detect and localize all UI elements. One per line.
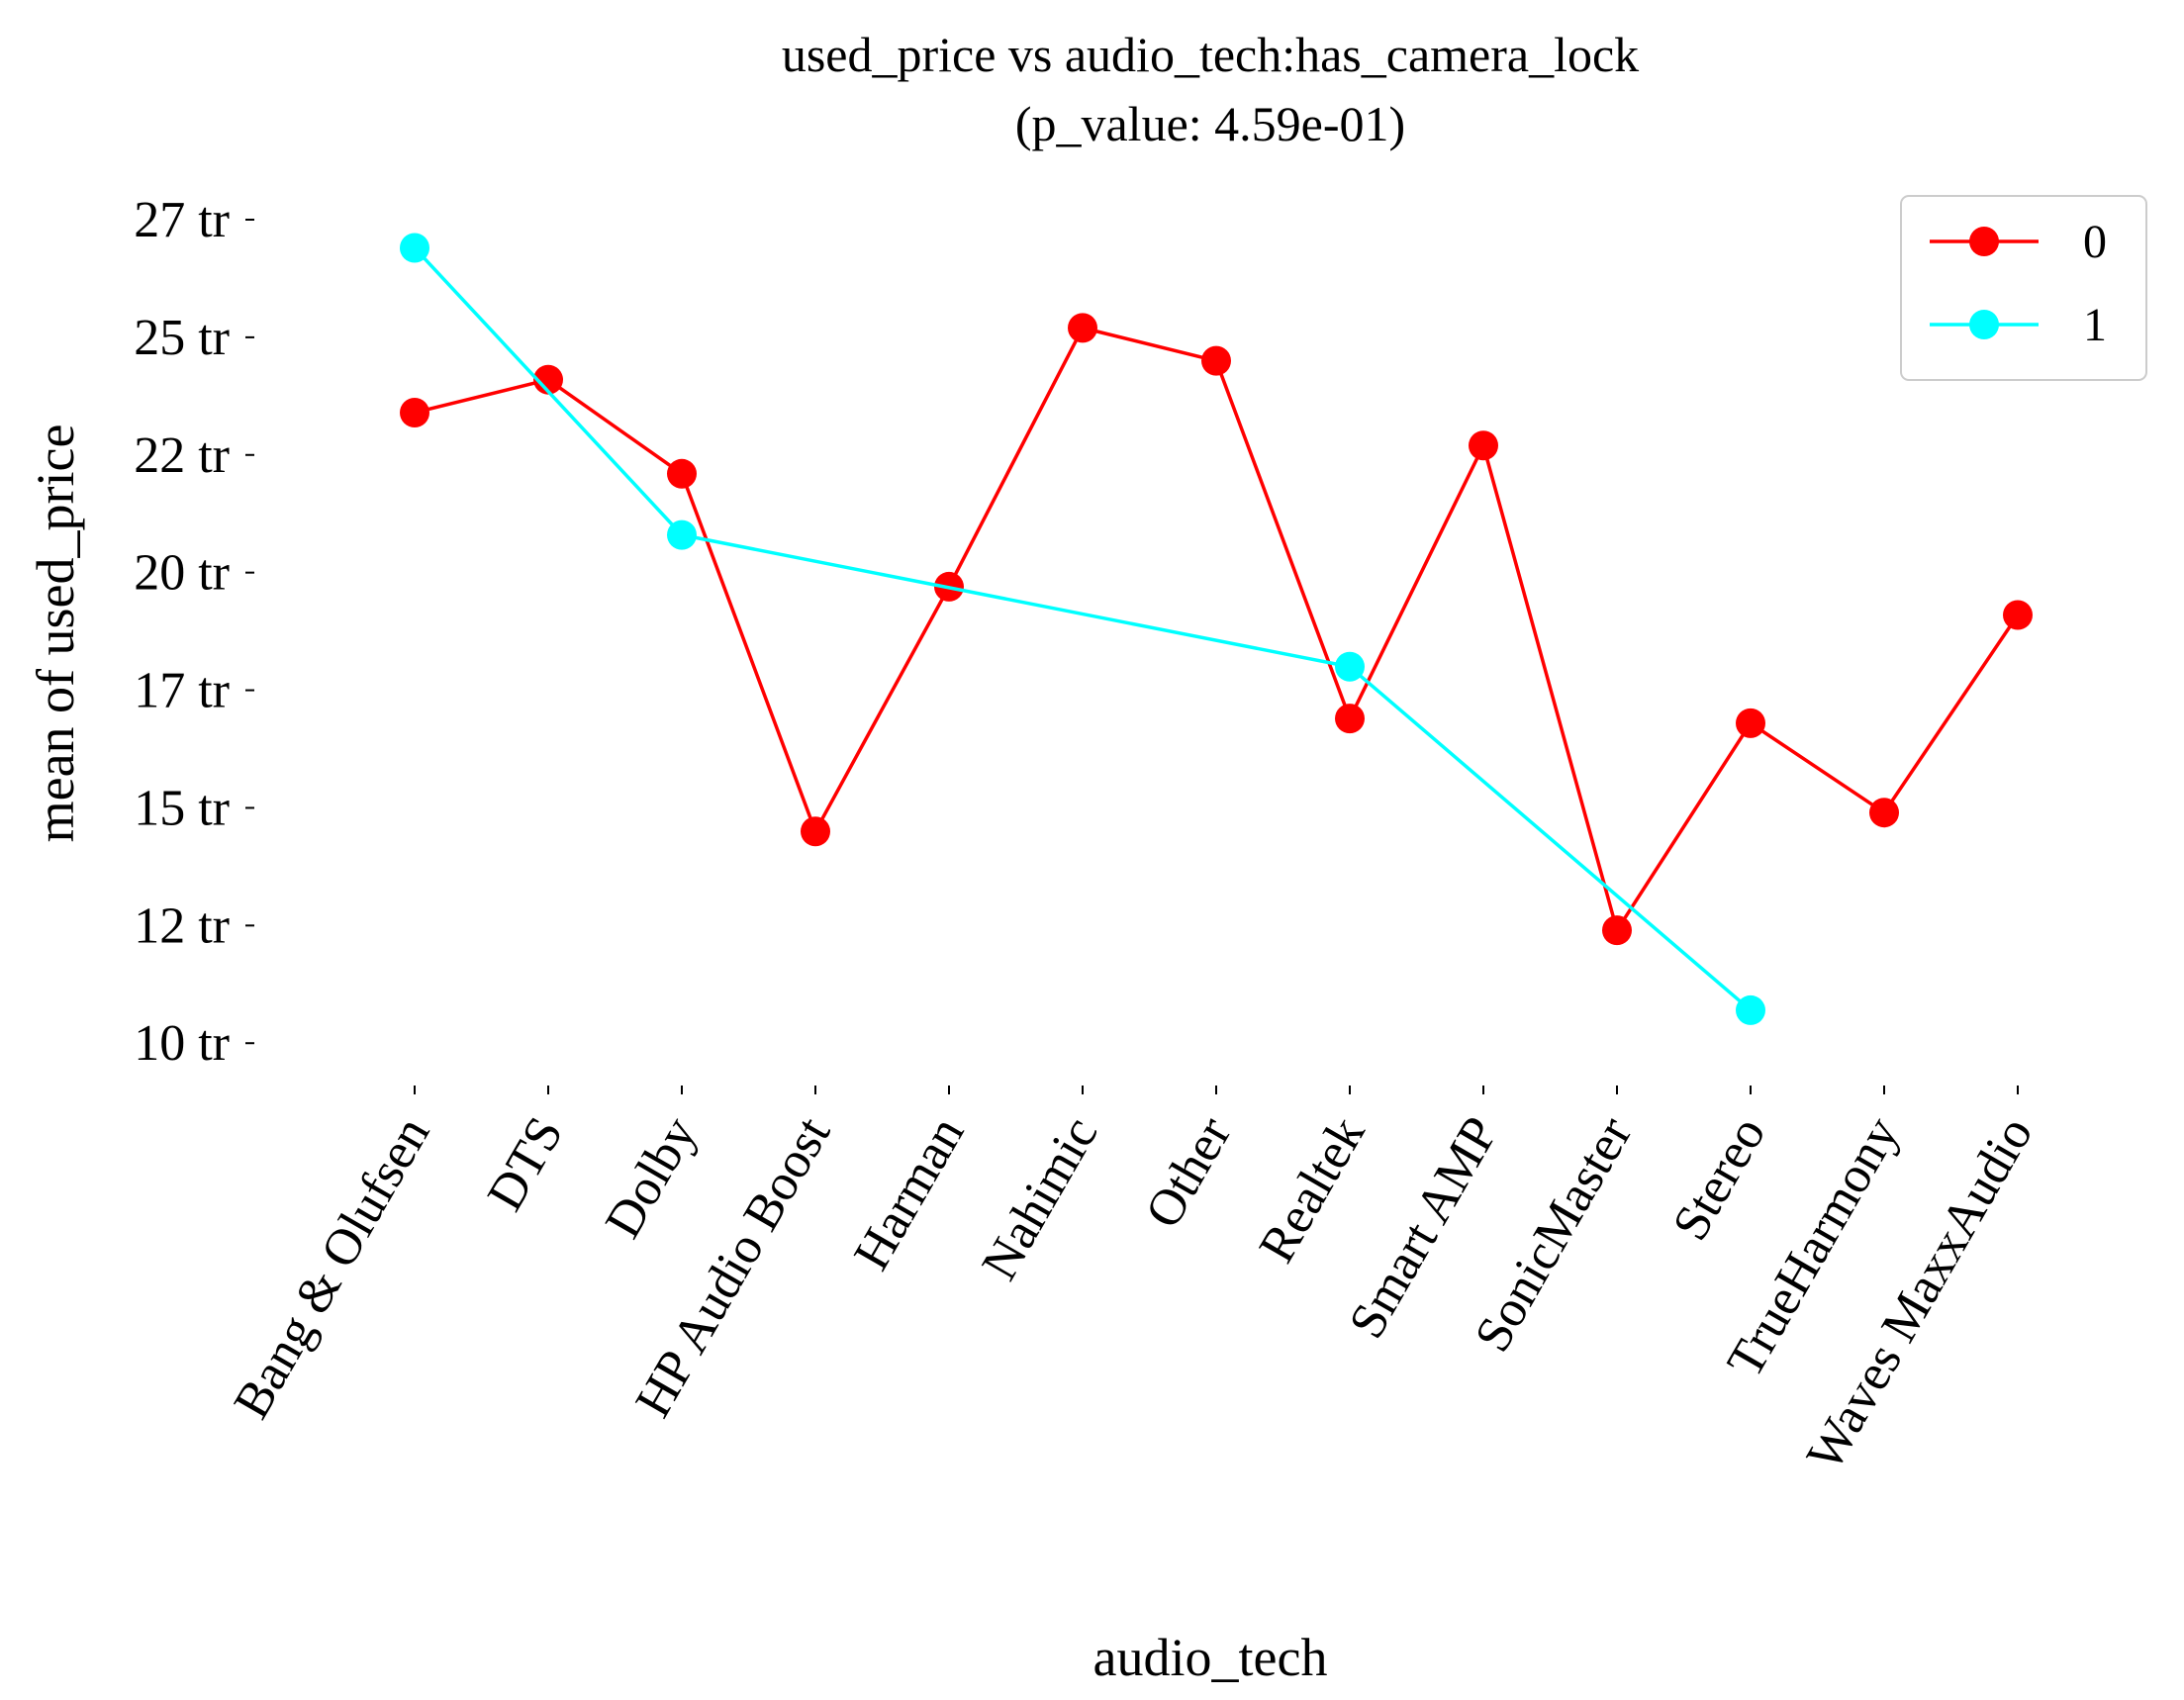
y-tick-label: 20 tr (134, 545, 230, 602)
y-tick-label: 27 tr (134, 192, 230, 248)
y-axis: 10 tr 12 tr 15 tr 17 tr 20 tr 22 tr 25 tr 27 tr (134, 192, 254, 1072)
data-point (1869, 798, 1899, 828)
data-point (1335, 704, 1365, 734)
y-axis-label: mean of used_price (26, 425, 85, 843)
chart-title-line2: (p_value: 4.59e-01) (1015, 96, 1405, 151)
legend-marker (1969, 310, 1999, 339)
legend-label: 1 (2083, 299, 2107, 351)
legend: 01 (1900, 195, 2147, 381)
data-point (1335, 651, 1365, 682)
x-axis-label: audio_tech (1093, 1628, 1328, 1687)
y-tick-label: 17 tr (134, 663, 230, 719)
series-layer (400, 233, 2033, 1025)
legend-box (1900, 195, 2147, 381)
y-tick-label: 15 tr (134, 780, 230, 836)
data-point (400, 233, 429, 263)
y-tick-label: 25 tr (134, 310, 230, 366)
data-point (1068, 313, 1097, 343)
legend-entry-1: 1 (1930, 299, 2107, 351)
data-point (1736, 708, 1765, 738)
data-point (2003, 600, 2033, 630)
series-line (413, 246, 1753, 1012)
chart-title-line1: used_price vs audio_tech:has_camera_lock (782, 27, 1639, 82)
data-point (533, 364, 563, 395)
data-point (1736, 994, 1765, 1025)
data-point (667, 519, 697, 550)
legend-label: 0 (2083, 216, 2107, 268)
data-point (801, 816, 830, 847)
legend-entry-0: 0 (1930, 216, 2107, 268)
data-point (1201, 345, 1231, 376)
y-tick-label: 12 tr (134, 897, 230, 954)
data-point (667, 458, 697, 489)
legend-marker (1969, 227, 1999, 256)
data-point (1602, 915, 1632, 946)
data-point (400, 397, 429, 427)
data-point (1469, 430, 1498, 461)
series-1 (400, 233, 1765, 1025)
y-tick-label: 22 tr (134, 427, 230, 484)
y-tick-label: 10 tr (134, 1015, 230, 1072)
